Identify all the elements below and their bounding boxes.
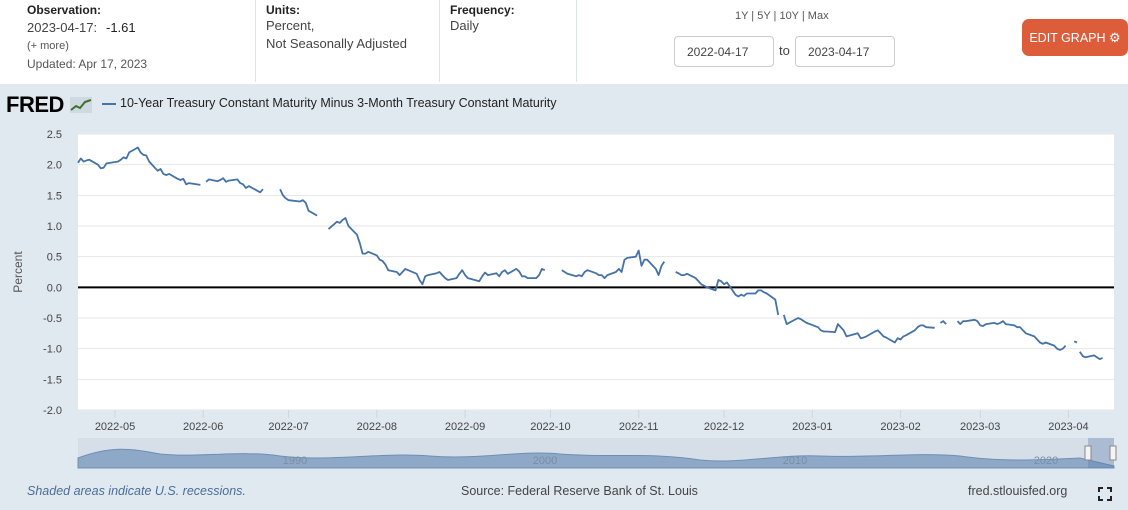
series-line-segment xyxy=(1079,351,1103,361)
observation-updated: Updated: Apr 17, 2023 xyxy=(27,57,148,71)
range-links[interactable]: 1Y | 5Y | 10Y | Max xyxy=(735,10,829,22)
edit-graph-label: EDIT GRAPH xyxy=(1029,31,1106,45)
edit-graph-button[interactable]: EDIT GRAPH ⚙ xyxy=(1022,19,1128,56)
series-line-segment xyxy=(561,249,666,280)
series-line-segment xyxy=(782,314,935,344)
source-note: Source: Federal Reserve Bank of St. Loui… xyxy=(461,484,698,498)
y-tick-label: 2.0 xyxy=(47,160,62,172)
y-tick-label: 1.5 xyxy=(47,190,62,202)
observation-panel: Observation: 2023-04-17: -1.61 (+ more) … xyxy=(0,0,256,82)
observation-value: -1.61 xyxy=(106,20,136,35)
x-tick-label: 2023-01 xyxy=(792,421,832,433)
header-bar: Observation: 2023-04-17: -1.61 (+ more) … xyxy=(0,0,1128,84)
fred-logo-graph-icon xyxy=(69,97,92,113)
units-panel: Units: Percent, Not Seasonally Adjusted xyxy=(256,0,440,82)
x-tick-label: 2022-07 xyxy=(268,421,308,433)
observation-label: Observation: xyxy=(27,3,102,17)
end-date-input[interactable]: 2023-04-17 xyxy=(795,36,895,67)
range-navigator[interactable]: 1990 2000 2010 2020 xyxy=(0,436,1128,472)
navigator-year-2020: 2020 xyxy=(1034,455,1058,467)
x-tick-label: 2022-10 xyxy=(530,421,570,433)
date-range-to: to xyxy=(779,43,790,58)
x-tick-label: 2022-12 xyxy=(704,421,744,433)
navigator-year-2010: 2010 xyxy=(783,455,807,467)
observation-more-link[interactable]: (+ more) xyxy=(27,40,69,52)
y-tick-label: -2.0 xyxy=(43,405,62,417)
navigator-year-2000: 2000 xyxy=(533,455,557,467)
frequency-panel: Frequency: Daily xyxy=(440,0,577,82)
x-tick-label: 2022-06 xyxy=(183,421,223,433)
series-line-segment xyxy=(939,320,947,325)
fullscreen-icon[interactable] xyxy=(1098,487,1112,501)
y-tick-label: 2.5 xyxy=(47,129,62,141)
series-line-segment xyxy=(77,146,201,186)
navigator-area xyxy=(77,448,1115,469)
units-label: Units: xyxy=(266,3,300,17)
x-tick-label: 2023-03 xyxy=(960,421,1000,433)
y-tick-label: 1.0 xyxy=(47,221,62,233)
fred-logo: FRED xyxy=(6,92,92,118)
x-tick-label: 2022-08 xyxy=(357,421,397,433)
plot-background xyxy=(78,134,1114,410)
y-tick-label: 0.0 xyxy=(47,282,62,294)
chart-area: FRED 10-Year Treasury Constant Maturity … xyxy=(0,84,1128,510)
series-line-segment xyxy=(956,318,1067,351)
series-line-segment xyxy=(279,188,318,217)
start-date-input[interactable]: 2022-04-17 xyxy=(674,36,774,67)
units-value-line1: Percent, xyxy=(266,18,315,33)
legend-line-icon xyxy=(102,103,116,105)
frequency-value: Daily xyxy=(450,18,479,33)
y-tick-label: -0.5 xyxy=(43,313,62,325)
x-tick-label: 2022-09 xyxy=(445,421,485,433)
y-tick-label: -1.5 xyxy=(43,374,62,386)
x-tick-label: 2023-04 xyxy=(1048,421,1088,433)
navigator-year-1990: 1990 xyxy=(283,455,307,467)
y-tick-label: -1.0 xyxy=(43,344,62,356)
recession-note: Shaded areas indicate U.S. recessions. xyxy=(27,484,246,498)
y-axis-label: Percent xyxy=(11,251,25,293)
series-line-segment xyxy=(1073,340,1078,344)
line-chart: 2.5 2.0 1.5 1.0 0.5 0.0 -0.5 -1.0 -1.5 -2.0 2022-… xyxy=(11,129,1114,433)
observation-date: 2023-04-17: xyxy=(27,20,98,35)
x-tick-label: 2022-05 xyxy=(95,421,135,433)
frequency-label: Frequency: xyxy=(450,3,515,17)
series-title: 10-Year Treasury Constant Maturity Minus… xyxy=(120,96,557,110)
series-line-segment xyxy=(327,217,546,286)
navigator-handle-right[interactable] xyxy=(1109,445,1117,461)
units-value-line2: Not Seasonally Adjusted xyxy=(266,36,407,51)
series-line-segment xyxy=(675,271,780,316)
gear-icon: ⚙ xyxy=(1109,30,1121,45)
fred-logo-text: FRED xyxy=(6,92,64,117)
site-link[interactable]: fred.stlouisfed.org xyxy=(968,484,1068,498)
series-line-segment xyxy=(205,177,264,194)
x-tick-label: 2023-02 xyxy=(880,421,920,433)
navigator-handle-left[interactable] xyxy=(1084,445,1092,461)
x-tick-label: 2022-11 xyxy=(619,421,659,433)
y-tick-label: 0.5 xyxy=(47,252,62,264)
